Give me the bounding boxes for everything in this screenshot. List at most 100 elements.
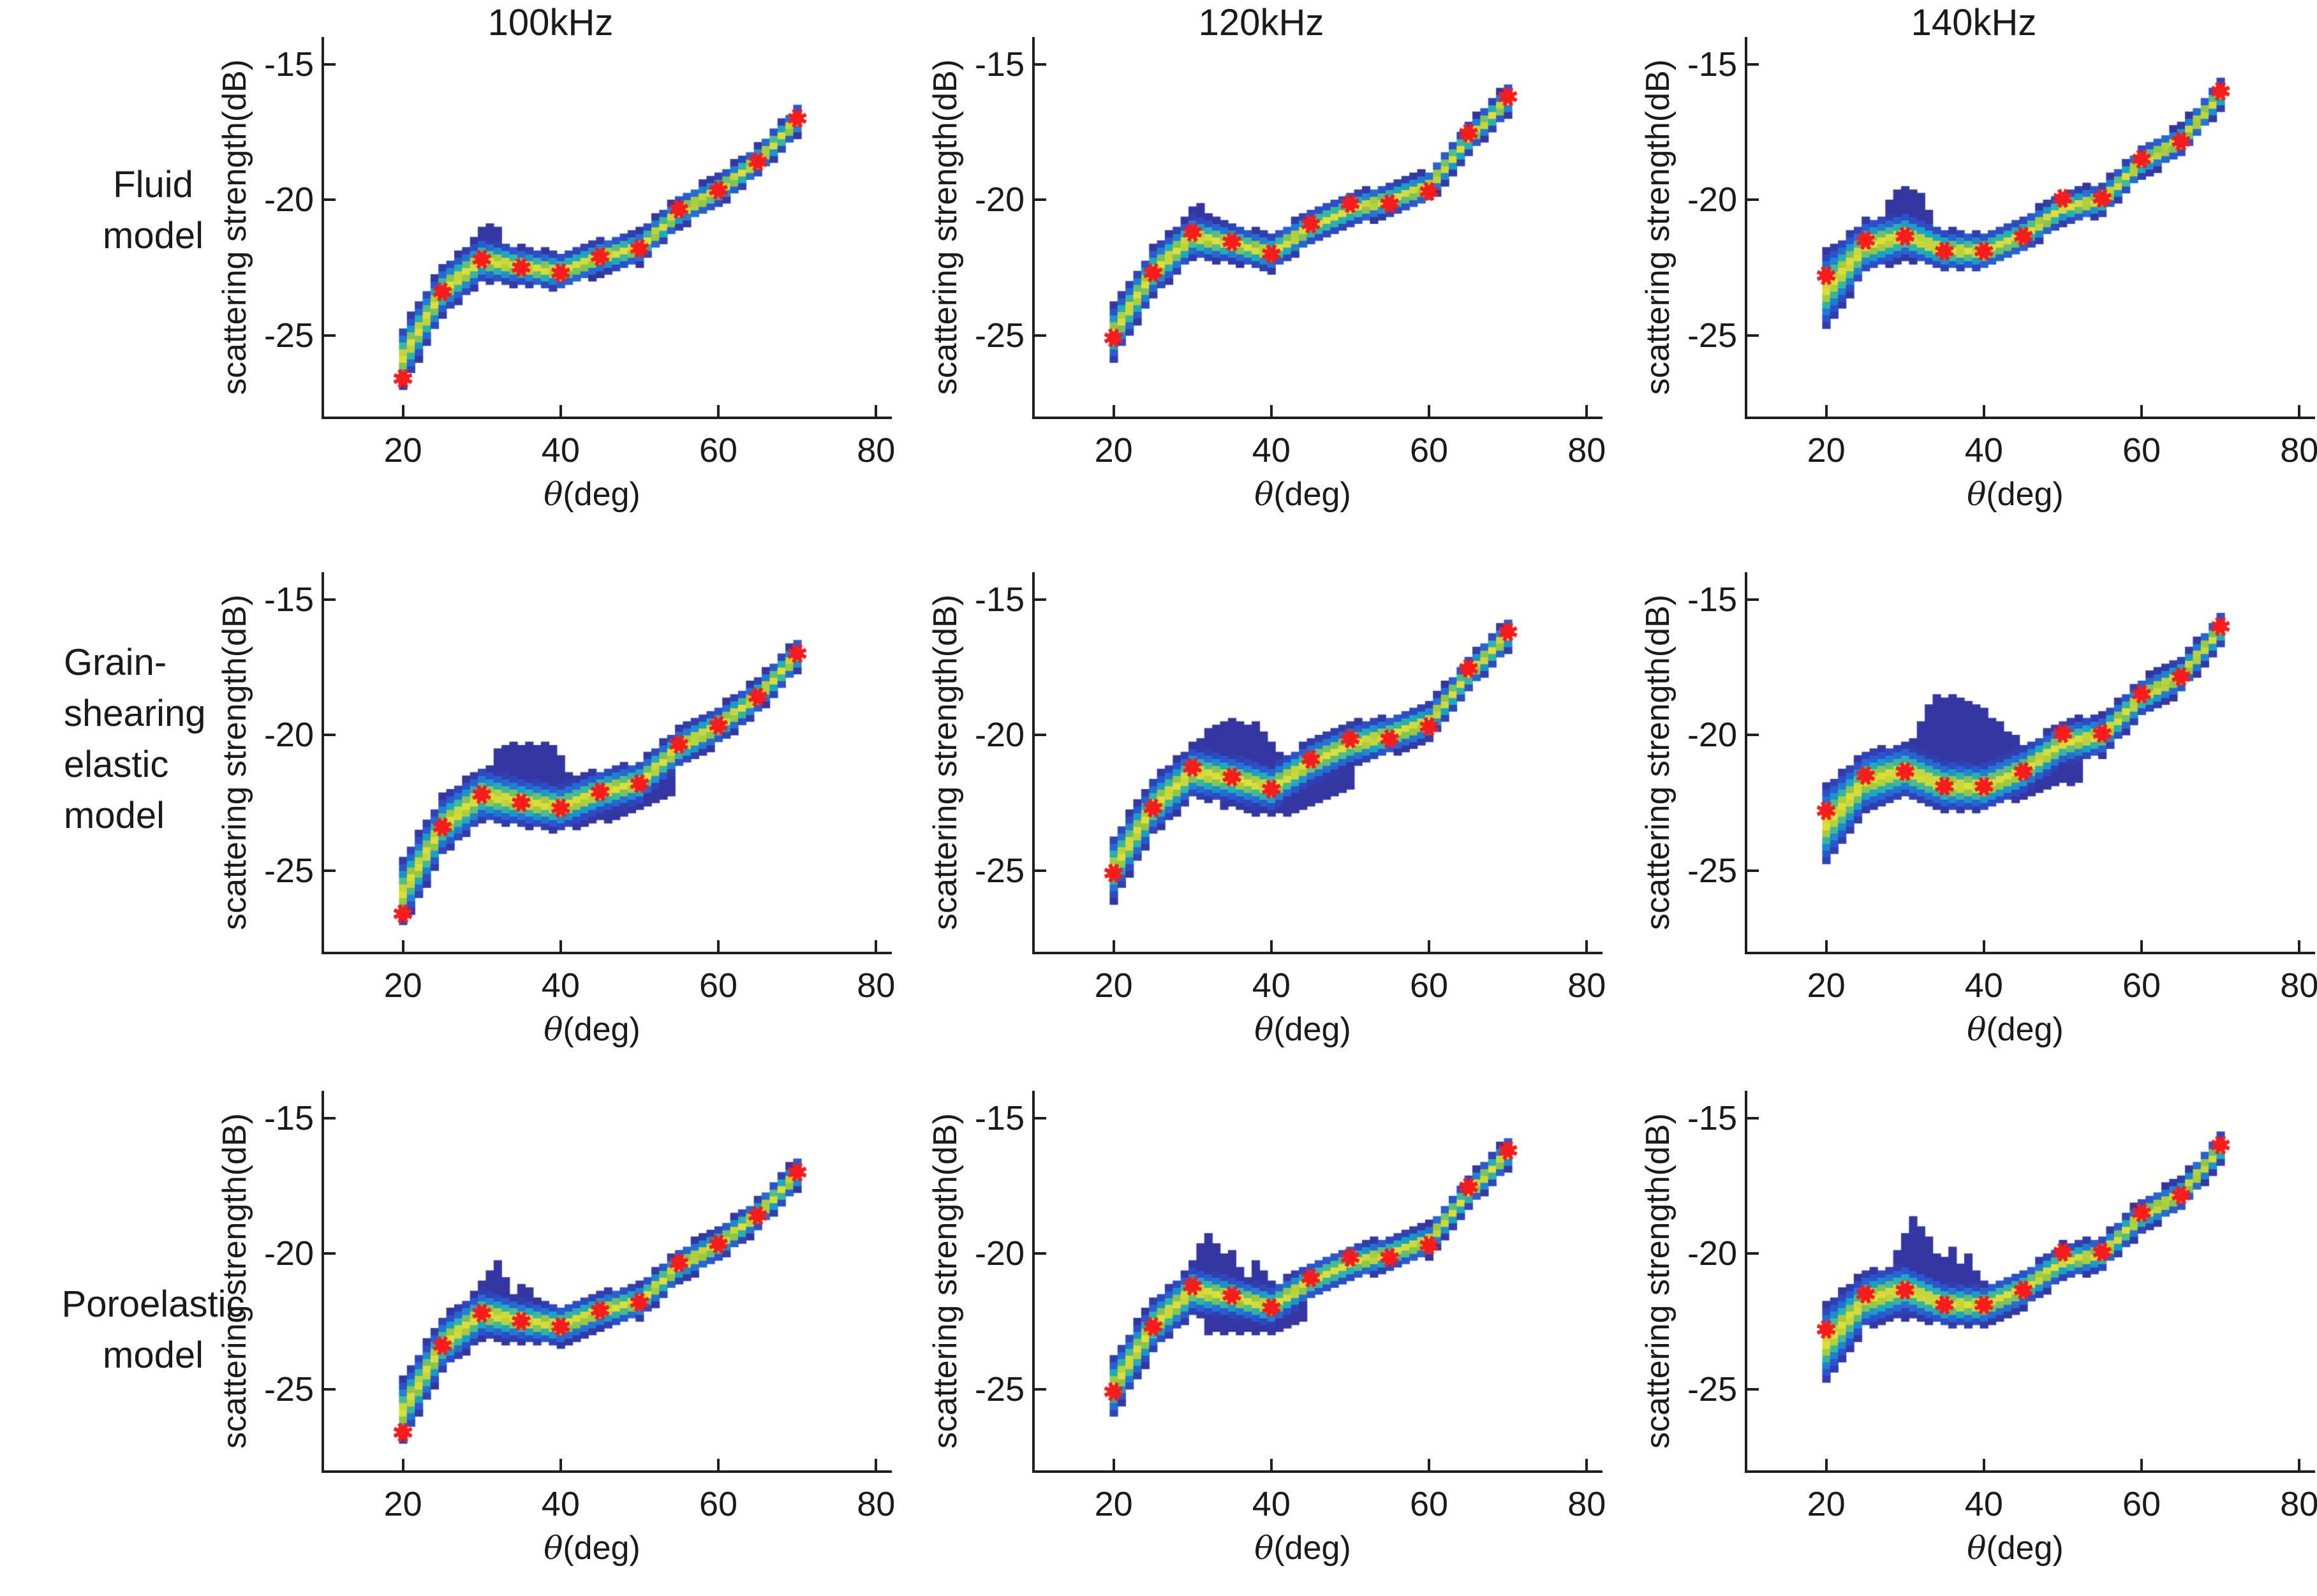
x-tick: [2298, 405, 2301, 417]
x-tick-label: 60: [699, 1485, 738, 1523]
row-label-1: Grain-shearing elastic model: [64, 637, 344, 841]
x-axis-label: θ(deg): [544, 475, 640, 514]
y-tick-label: -25: [263, 316, 314, 355]
y-tick-label: -20: [1687, 181, 1737, 219]
x-tick: [1270, 1459, 1273, 1470]
y-tick-label: -15: [263, 45, 314, 84]
x-tick: [1270, 940, 1273, 952]
y-axis-label: scattering strength(dB): [1640, 594, 1677, 930]
y-axis-label: scattering strength(dB): [927, 59, 964, 395]
x-tick: [1585, 1459, 1588, 1470]
y-tick-label: -15: [263, 1098, 314, 1137]
x-tick-label: 20: [383, 431, 422, 469]
x-tick-label: 20: [1807, 1485, 1846, 1523]
x-axis-label: θ(deg): [1967, 1529, 2064, 1567]
x-axis-label: θ(deg): [1254, 475, 1351, 514]
y-tick: [1747, 1387, 1759, 1391]
theta-symbol: θ: [544, 1530, 563, 1567]
y-tick-label: -25: [974, 851, 1025, 890]
x-tick-label: 80: [2280, 966, 2317, 1005]
y-tick: [1747, 1252, 1759, 1255]
x-tick-label: 20: [383, 966, 422, 1005]
x-tick-label: 80: [857, 1485, 896, 1523]
y-tick: [1747, 598, 1759, 601]
x-tick: [1112, 940, 1115, 952]
xlabel-unit: (deg): [563, 1530, 640, 1567]
y-tick-label: -15: [974, 45, 1025, 84]
x-tick-label: 80: [2280, 431, 2317, 469]
x-axis-spine: [1745, 952, 2315, 954]
x-tick-label: 60: [699, 966, 738, 1005]
x-tick-label: 80: [1567, 966, 1606, 1005]
y-tick: [324, 1387, 336, 1391]
xlabel-unit: (deg): [1273, 1530, 1351, 1567]
y-tick: [1747, 198, 1759, 201]
row-label-line: Fluid: [113, 164, 193, 205]
x-tick-label: 60: [1410, 431, 1449, 469]
theta-symbol: θ: [1967, 1011, 1987, 1048]
x-tick-label: 40: [541, 1485, 580, 1523]
y-axis-spine: [1745, 37, 1747, 419]
y-axis-label: scattering strength(dB): [216, 59, 253, 395]
x-tick: [1982, 1459, 1985, 1470]
row-label-line: model: [103, 215, 204, 256]
row-label-2: Poroelastic model: [13, 1279, 293, 1381]
x-tick-label: 60: [699, 431, 738, 469]
row-label-line: elastic: [64, 744, 169, 785]
y-tick-label: -20: [974, 1234, 1025, 1273]
x-tick: [717, 1459, 720, 1470]
x-tick: [2140, 940, 2143, 952]
x-tick-label: 20: [1094, 1485, 1133, 1523]
heatmap-canvas: [324, 1091, 892, 1470]
y-tick-label: -15: [974, 580, 1025, 619]
y-tick-label: -20: [974, 181, 1025, 219]
theta-symbol: θ: [1967, 1530, 1987, 1567]
heatmap-canvas: [1035, 1091, 1603, 1470]
xlabel-unit: (deg): [1986, 1530, 2064, 1567]
y-axis-label: scattering strength(dB): [927, 594, 964, 930]
x-tick: [1428, 405, 1431, 417]
xlabel-unit: (deg): [563, 476, 640, 513]
x-tick: [1585, 940, 1588, 952]
y-tick: [1747, 869, 1759, 872]
xlabel-unit: (deg): [1273, 1011, 1351, 1048]
x-tick-label: 60: [1410, 966, 1449, 1005]
x-tick-label: 40: [1964, 431, 2003, 469]
x-axis-spine: [1745, 1470, 2315, 1473]
y-axis-label: scattering strength(dB): [1640, 59, 1677, 395]
x-axis-spine: [1032, 1470, 1603, 1473]
x-tick: [2140, 405, 2143, 417]
y-tick: [1035, 1252, 1046, 1255]
y-axis-label: scattering strength(dB): [216, 594, 253, 930]
heatmap-canvas: [1035, 572, 1603, 952]
y-axis-spine: [1032, 1091, 1035, 1473]
x-tick: [559, 1459, 562, 1470]
y-tick: [1035, 598, 1046, 601]
y-tick: [324, 63, 336, 66]
y-tick: [1035, 869, 1046, 872]
x-tick-label: 40: [541, 966, 580, 1005]
y-tick-label: -25: [1687, 1370, 1737, 1408]
x-axis-label: θ(deg): [544, 1010, 640, 1049]
x-axis-label: θ(deg): [1254, 1529, 1351, 1567]
x-axis-spine: [1745, 417, 2315, 419]
y-axis-label: scattering strength(dB): [1640, 1112, 1677, 1449]
xlabel-unit: (deg): [1986, 1011, 2064, 1048]
y-tick: [324, 869, 336, 872]
y-tick-label: -20: [1687, 1234, 1737, 1273]
heatmap-canvas: [324, 37, 892, 417]
heatmap-canvas: [1747, 1091, 2315, 1470]
y-axis-spine: [1745, 572, 1747, 954]
xlabel-unit: (deg): [1986, 476, 2064, 513]
x-tick-label: 80: [1567, 431, 1606, 469]
row-label-line: model: [103, 1334, 204, 1376]
col-title: 100kHz: [487, 2, 614, 43]
x-tick-label: 20: [1094, 431, 1133, 469]
y-axis-spine: [322, 1091, 324, 1473]
x-tick: [1825, 405, 1828, 417]
row-label-0: Fluid model: [13, 159, 293, 262]
x-tick-label: 20: [1807, 431, 1846, 469]
x-tick-label: 60: [1410, 1485, 1449, 1523]
x-tick: [1428, 940, 1431, 952]
